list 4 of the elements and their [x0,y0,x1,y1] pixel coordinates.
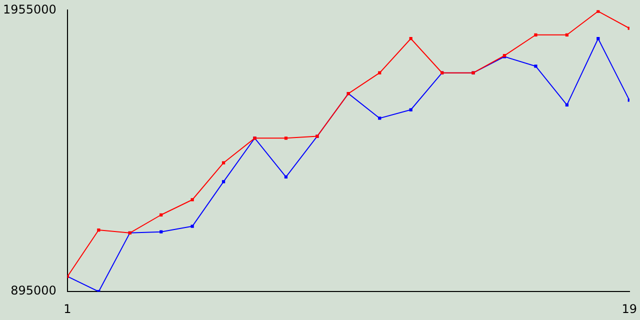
x-tick-label: 19 [622,302,638,316]
y-tick-label: 895000 [10,284,56,298]
x-tick-label: 1 [64,302,72,316]
y-tick-label: 1955000 [2,2,56,16]
